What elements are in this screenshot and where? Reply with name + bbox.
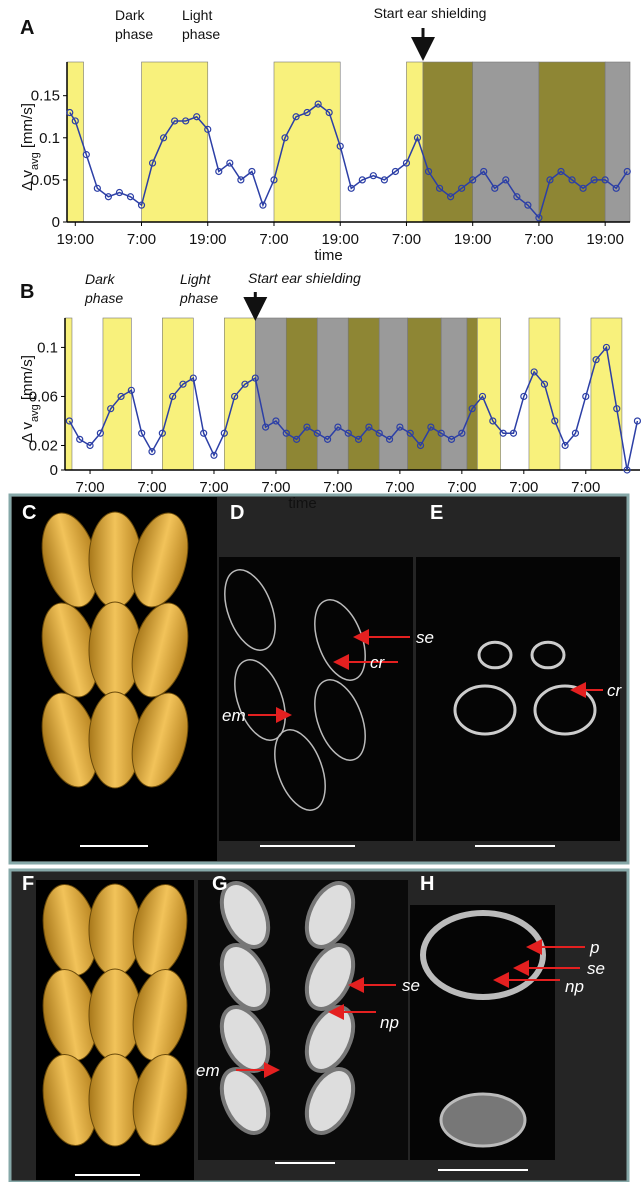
x-tick-label: 19:00 bbox=[57, 231, 95, 248]
phase-band bbox=[441, 318, 467, 470]
phase-label: Dark bbox=[85, 271, 116, 287]
y-axis-label-part: Δ v bbox=[19, 170, 36, 191]
phase-band bbox=[348, 318, 379, 470]
y-tick-label: 0.15 bbox=[31, 88, 60, 105]
x-tick-label: 19:00 bbox=[189, 231, 227, 248]
grain-section bbox=[441, 1094, 525, 1146]
page: {"chart_data": [ {"type": "line", "panel… bbox=[0, 0, 644, 1182]
phase-band bbox=[539, 62, 605, 222]
panel-letter: H bbox=[420, 873, 434, 895]
panel-letter: D bbox=[230, 502, 244, 524]
structure-label: cr bbox=[370, 653, 386, 672]
x-tick-label: 19:00 bbox=[321, 231, 359, 248]
phase-label: phase bbox=[84, 290, 123, 306]
x-tick-label: 7:00 bbox=[127, 231, 156, 248]
structure-label: cr bbox=[607, 681, 623, 700]
y-axis-label-part: avg bbox=[29, 404, 41, 422]
phase-band bbox=[162, 318, 193, 470]
structure-label: em bbox=[196, 1061, 220, 1080]
structure-label: se bbox=[416, 628, 434, 647]
panel-letter: E bbox=[430, 502, 443, 524]
y-axis-label-part: [mm/s] bbox=[19, 103, 36, 152]
phase-band bbox=[103, 318, 131, 470]
image-d bbox=[219, 557, 413, 841]
y-tick-label: 0 bbox=[52, 214, 60, 231]
phase-band bbox=[605, 62, 630, 222]
phase-band bbox=[67, 62, 84, 222]
image-e bbox=[416, 557, 620, 841]
phase-band bbox=[379, 318, 407, 470]
x-tick-label: 7:00 bbox=[261, 479, 290, 496]
x-axis-label: time bbox=[288, 495, 316, 512]
x-tick-label: 7:00 bbox=[199, 479, 228, 496]
phase-band bbox=[408, 318, 442, 470]
phase-band bbox=[406, 62, 423, 222]
phase-label: Light bbox=[180, 271, 211, 287]
panel-letter: A bbox=[20, 17, 34, 39]
x-tick-label: 7:00 bbox=[259, 231, 288, 248]
x-tick-label: 7:00 bbox=[75, 479, 104, 496]
phase-label: phase bbox=[179, 290, 218, 306]
x-tick-label: 7:00 bbox=[137, 479, 166, 496]
panel-letter: C bbox=[22, 502, 36, 524]
panel-letter: B bbox=[20, 281, 34, 303]
x-tick-label: 7:00 bbox=[392, 231, 421, 248]
structure-label: p bbox=[589, 938, 599, 957]
y-axis-label-part: [mm/s] bbox=[19, 355, 36, 404]
phase-label: Dark bbox=[115, 7, 146, 23]
phase-band bbox=[317, 318, 348, 470]
y-tick-label: 0.1 bbox=[39, 130, 60, 147]
event-label: Start ear shielding bbox=[248, 270, 361, 286]
x-tick-label: 7:00 bbox=[571, 479, 600, 496]
y-tick-label: 0 bbox=[50, 462, 58, 479]
phase-band bbox=[529, 318, 560, 470]
y-axis-label-part: Δ v bbox=[19, 422, 36, 443]
phase-band bbox=[286, 318, 317, 470]
event-label: Start ear shielding bbox=[374, 5, 487, 21]
structure-label: se bbox=[402, 976, 420, 995]
x-tick-label: 19:00 bbox=[586, 231, 624, 248]
phase-band bbox=[591, 318, 622, 470]
structure-label: em bbox=[222, 706, 246, 725]
x-tick-label: 7:00 bbox=[323, 479, 352, 496]
phase-band bbox=[467, 318, 477, 470]
grain bbox=[89, 884, 141, 976]
x-tick-label: 7:00 bbox=[447, 479, 476, 496]
structure-label: se bbox=[587, 959, 605, 978]
y-tick-label: 0.1 bbox=[37, 339, 58, 356]
structure-label: np bbox=[565, 977, 584, 996]
x-axis-label: time bbox=[314, 247, 342, 264]
x-tick-label: 7:00 bbox=[385, 479, 414, 496]
grain bbox=[89, 969, 141, 1061]
phase-label: phase bbox=[115, 26, 153, 42]
phase-band bbox=[142, 62, 208, 222]
phase-label: phase bbox=[182, 26, 220, 42]
phase-band bbox=[224, 318, 255, 470]
phase-band bbox=[473, 62, 539, 222]
phase-band bbox=[65, 318, 72, 470]
figure: 00.050.10.1519:007:0019:007:0019:007:001… bbox=[0, 0, 644, 1182]
phase-band bbox=[255, 318, 286, 470]
x-tick-label: 7:00 bbox=[509, 479, 538, 496]
phase-label: Light bbox=[182, 7, 212, 23]
y-axis-label-part: avg bbox=[29, 152, 41, 170]
panel-letter: F bbox=[22, 873, 34, 895]
structure-label: np bbox=[380, 1013, 399, 1032]
x-tick-label: 19:00 bbox=[454, 231, 492, 248]
x-tick-label: 7:00 bbox=[524, 231, 553, 248]
panel-letter: G bbox=[212, 873, 228, 895]
grain bbox=[89, 1054, 141, 1146]
